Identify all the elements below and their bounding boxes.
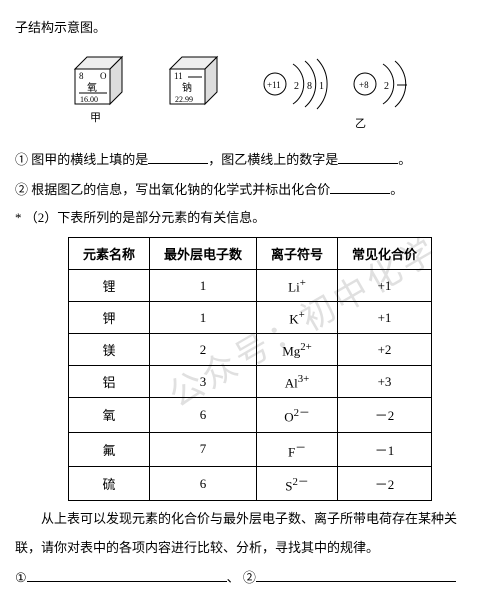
atom-b-s1: 2 xyxy=(384,81,389,92)
cell-ion: S2－ xyxy=(257,466,338,500)
cell-electrons: 7 xyxy=(149,432,256,466)
cell-valence: +1 xyxy=(338,270,432,302)
table-row: 铝3Al3++3 xyxy=(68,366,431,398)
summary-line1: 从上表可以发现元素的化合价与最外层电子数、离子所带电荷存在某种关 xyxy=(15,509,485,530)
cell-valence: +1 xyxy=(338,302,432,334)
cube-left: 8 O 氧 16.00 甲 xyxy=(65,49,135,139)
box-left-bot: 16.00 xyxy=(80,95,98,104)
q2-period: 。 xyxy=(390,182,403,197)
cell-ion: F－ xyxy=(257,432,338,466)
th-2: 最外层电子数 xyxy=(149,238,256,270)
q1-b: ，图乙横线上的数字是 xyxy=(208,152,338,167)
table-row: 锂1Li++1 xyxy=(68,270,431,302)
atom-a-s2: 8 xyxy=(307,81,312,92)
cell-valence: +3 xyxy=(338,366,432,398)
question-1: ① 图甲的横线上填的是 ，图乙横线上的数字是 。 xyxy=(15,149,485,171)
diagram-row: 8 O 氧 16.00 甲 11 钠 22.99 +11 2 8 1 +8 2 … xyxy=(15,49,485,139)
cell-ion: O2－ xyxy=(257,398,338,432)
intro-line: 子结构示意图。 xyxy=(15,18,485,39)
box-left-tl: 8 xyxy=(79,71,84,81)
table-row: 钾1K++1 xyxy=(68,302,431,334)
q1-period: 。 xyxy=(398,152,411,167)
cell-name: 钾 xyxy=(68,302,149,334)
element-table: 元素名称 最外层电子数 离子符号 常见化合价 锂1Li++1钾1K++1镁2Mg… xyxy=(68,237,432,501)
cell-name: 氟 xyxy=(68,432,149,466)
cube-right: 11 钠 22.99 xyxy=(160,49,230,139)
atom-a-s1: 2 xyxy=(294,81,299,92)
blank-2[interactable] xyxy=(338,149,398,164)
table-row: 氟7F－－1 xyxy=(68,432,431,466)
table-header-row: 元素名称 最外层电子数 离子符号 常见化合价 xyxy=(68,238,431,270)
circled-ans1: ① xyxy=(15,570,27,585)
box-left-tr: O xyxy=(100,71,107,81)
atom-b-nucleus: +8 xyxy=(359,80,369,90)
blank-3[interactable] xyxy=(330,179,390,194)
box-right-mid: 钠 xyxy=(182,81,192,94)
cell-electrons: 2 xyxy=(149,334,256,366)
summary-line2: 联，请你对表中的各项内容进行比较、分析，寻找其中的规律。 xyxy=(15,538,485,559)
cell-valence: －2 xyxy=(338,398,432,432)
atom-diagram: +11 2 8 1 +8 2 乙 xyxy=(255,49,435,139)
answer-blanks: ① 、 ② xyxy=(15,567,485,589)
question-2: ② 根据图乙的信息，写出氧化钠的化学式并标出化合价 。 xyxy=(15,179,485,201)
cell-electrons: 6 xyxy=(149,466,256,500)
cell-valence: －2 xyxy=(338,466,432,500)
cell-valence: +2 xyxy=(338,334,432,366)
atom-a-s3: 1 xyxy=(319,81,324,92)
circled-ans2: ② xyxy=(243,570,256,585)
box-right-tl: 11 xyxy=(174,71,183,81)
cell-name: 镁 xyxy=(68,334,149,366)
circled-1: ① xyxy=(15,152,28,167)
cell-electrons: 1 xyxy=(149,270,256,302)
q1-a: 图甲的横线上填的是 xyxy=(28,152,148,167)
cell-electrons: 6 xyxy=(149,398,256,432)
section-2: * （2）下表所列的是部分元素的有关信息。 xyxy=(15,208,485,229)
cell-ion: Li+ xyxy=(257,270,338,302)
cell-ion: K+ xyxy=(257,302,338,334)
cell-ion: Al3+ xyxy=(257,366,338,398)
q2-a: 根据图乙的信息，写出氧化钠的化学式并标出化合价 xyxy=(28,182,330,197)
cell-name: 锂 xyxy=(68,270,149,302)
table-row: 硫6S2－－2 xyxy=(68,466,431,500)
cell-electrons: 1 xyxy=(149,302,256,334)
sep: 、 xyxy=(227,570,240,585)
circled-2: ② xyxy=(15,182,28,197)
box-left-caption: 甲 xyxy=(90,112,101,124)
box-right-bot: 22.99 xyxy=(175,95,193,104)
atom-a-nucleus: +11 xyxy=(267,80,281,90)
th-3: 离子符号 xyxy=(257,238,338,270)
cell-name: 硫 xyxy=(68,466,149,500)
box-left-mid: 氧 xyxy=(87,81,97,94)
table-row: 氧6O2－－2 xyxy=(68,398,431,432)
cell-valence: －1 xyxy=(338,432,432,466)
th-4: 常见化合价 xyxy=(338,238,432,270)
cell-ion: Mg2+ xyxy=(257,334,338,366)
cell-name: 铝 xyxy=(68,366,149,398)
table-row: 镁2Mg2++2 xyxy=(68,334,431,366)
blank-ans2[interactable] xyxy=(256,567,456,582)
th-1: 元素名称 xyxy=(68,238,149,270)
cell-electrons: 3 xyxy=(149,366,256,398)
star: * xyxy=(15,210,22,225)
atom-caption: 乙 xyxy=(355,117,366,130)
blank-1[interactable] xyxy=(148,149,208,164)
section-2-text: （2）下表所列的是部分元素的有关信息。 xyxy=(25,210,266,225)
cell-name: 氧 xyxy=(68,398,149,432)
blank-ans1[interactable] xyxy=(27,567,227,582)
